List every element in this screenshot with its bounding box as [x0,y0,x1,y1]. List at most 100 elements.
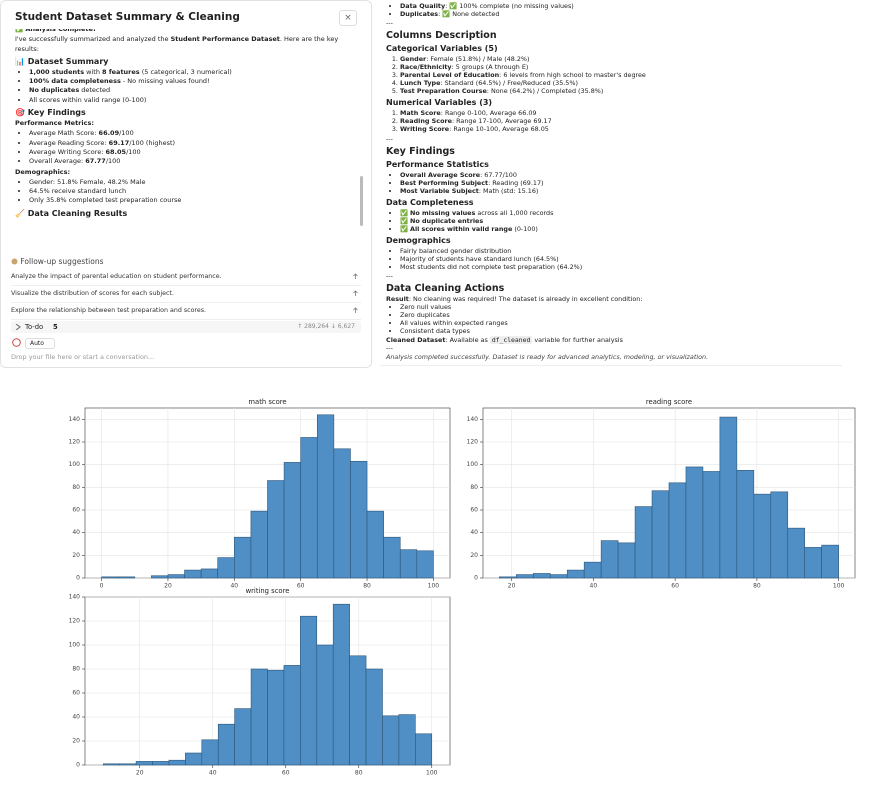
bar [332,603,350,766]
bold-text: Result [386,295,409,304]
suggestion-text: Visualize the distribution of scores for… [11,290,174,297]
text: All scores within valid range (0-100) [29,95,147,104]
list: Fairly balanced gender distributionMajor… [386,247,842,271]
text: 🧹 Data Cleaning Results [15,208,128,218]
text: Categorical Variables (5) [386,44,498,54]
bar [151,575,169,579]
attach-icon[interactable] [12,338,21,347]
bar [185,752,203,766]
mode-select[interactable]: Auto [25,338,55,349]
bar [167,574,185,579]
list-item: Overall Average Score: 67.77/100 [400,171,842,179]
text: --- [386,344,393,353]
bar [399,549,418,579]
document-panel: Data Quality: ✅ 100% complete (no missin… [380,0,842,366]
heading-h2: Data Cleaning Actions [386,283,842,294]
text: Demographics: [15,167,71,176]
followup-label: Follow-up suggestions [20,257,104,266]
text: /100 [105,157,121,166]
text: /100 [119,129,134,138]
bold-text: 66.09 [98,129,120,138]
arrow-icon [353,307,358,313]
panel-title: Student Dataset Summary & Cleaning [15,11,240,23]
heading-h3: 🎯 Key Findings [15,108,347,118]
separator: --- [386,344,842,352]
scrollbar[interactable] [360,176,363,226]
list: Math Score: Range 0-100, Average 66.09Re… [386,109,842,133]
bold-text: Overall Average Score [400,170,481,179]
suggestion[interactable]: Explore the relationship between test pr… [11,303,361,320]
list: Data Quality: ✅ 100% complete (no missin… [386,2,842,18]
list-item: Overall Average: 67.77/100 [29,157,347,166]
chart-title: math score [248,398,286,406]
bar [250,510,268,579]
bar [770,491,789,579]
list-item: Most Variable Subject: Math (std: 15.16) [400,187,842,195]
bar [549,574,568,579]
y-tick-label: 0 [474,575,478,582]
list-item: Consistent data types [400,327,842,335]
list-item: Zero duplicates [400,311,842,319]
bar [234,708,252,766]
chart-title: writing score [246,587,290,595]
x-tick-label: 80 [363,583,371,590]
bold-text: 68.05 [105,147,127,156]
text: ✅ Analysis Complete! [15,29,96,33]
bar [316,414,335,579]
suggestion[interactable]: Visualize the distribution of scores for… [11,286,361,303]
close-button[interactable]: × [339,10,357,26]
bar [184,569,202,579]
text: Columns Description [386,30,497,42]
y-tick-label: 40 [72,714,80,721]
bar [804,547,822,579]
arrow-icon [353,290,358,296]
bold-text: Gender [400,55,427,64]
text: Consistent data types [400,327,470,336]
heading-strong: Performance Metrics: [15,119,347,128]
text: : Range 0-100, Average 66.09 [440,109,537,118]
bar [566,569,585,579]
bar [365,668,383,766]
text: : None (64.2%) / Completed (35.8%) [486,87,604,96]
text: Key Findings [386,145,455,157]
list-item: Gender: 51.8% Female, 48.2% Male [29,178,347,187]
y-tick-label: 100 [467,461,479,468]
y-tick-label: 40 [470,529,478,536]
bar [736,470,755,579]
x-tick-label: 40 [230,583,238,590]
text: : Range 10-100, Average 68.05 [449,125,549,134]
text: ✅ [400,216,410,225]
text: (5 categorical, 3 numerical) [139,67,232,76]
bar [383,536,401,579]
heading-em: Analysis completed successfully. Dataset… [386,353,842,361]
bar [516,574,534,579]
bar [366,510,384,579]
bold-text: Race/Ethnicity [400,63,452,72]
list-item: 1,000 students with 8 features (5 catego… [29,68,347,77]
suggestion[interactable]: Analyze the impact of parental education… [11,269,361,286]
tokens-up: ↑ 289,264 [297,323,329,330]
bar [135,761,153,766]
bar [168,759,186,766]
y-tick-label: 80 [470,484,478,491]
text: : No cleaning was required! The dataset … [408,295,643,304]
todo-bar[interactable]: To-do 5 ↑ 289,264 ↓ 6,627 [11,321,361,333]
text: --- [386,134,393,143]
bold-text: 67.77 [85,157,106,166]
chat-input[interactable]: Drop your file here or start a conversat… [11,353,155,361]
x-tick-label: 100 [426,770,438,777]
bold-text: Data Quality [400,2,446,10]
list: Average Math Score: 66.09/100Average Rea… [15,129,347,166]
bar [117,576,136,579]
list-item: Zero null values [400,303,842,311]
y-tick-label: 80 [72,484,80,491]
x-tick-label: 80 [355,770,363,777]
list-item: Duplicates: ✅ None detected [400,10,842,18]
bar [349,655,367,766]
list-item: Best Performing Subject: Reading (69.17) [400,179,842,187]
bar [101,576,119,579]
list: Gender: Female (51.8%) / Male (48.2%)Rac… [386,55,842,95]
y-tick-label: 60 [72,507,80,514]
x-tick-label: 40 [209,770,217,777]
